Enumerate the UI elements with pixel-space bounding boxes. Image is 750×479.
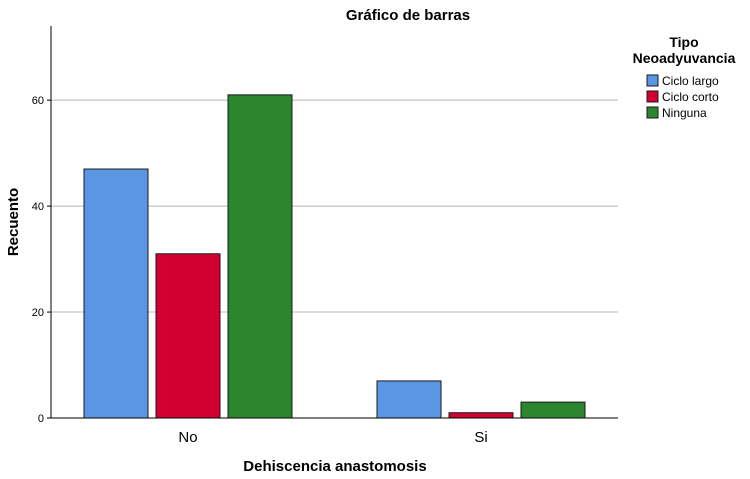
legend-title: Neoadyuvancia [633,50,736,66]
legend-title: Tipo [669,34,698,50]
legend-label: Ninguna [662,106,707,120]
y-tick-label: 40 [32,201,44,213]
x-tick-label: Si [474,429,487,446]
x-tick-label: No [178,429,197,446]
bar-ninguna-si [520,401,586,419]
legend-swatch [646,106,659,119]
legend-label: Ciclo corto [662,90,719,104]
legend-swatch [646,74,659,87]
plot-area: 0 20 40 60 No Si [32,26,618,446]
legend-swatch [646,90,659,103]
bar-ciclo-largo-no [83,168,149,419]
bar-ciclo-largo-si [376,380,442,419]
bar-ciclo-corto-no [155,253,221,419]
y-axis-title: Recuento [5,188,22,256]
y-tick-label: 60 [32,95,44,107]
bar-ninguna-no [227,94,293,419]
y-tick-label: 0 [38,413,44,425]
y-tick-label: 20 [32,307,44,319]
legend-label: Ciclo largo [662,74,719,88]
bar-ciclo-corto-si [448,412,514,419]
x-axis-title: Dehiscencia anastomosis [243,458,426,475]
chart-title: Gráfico de barras [346,7,470,24]
